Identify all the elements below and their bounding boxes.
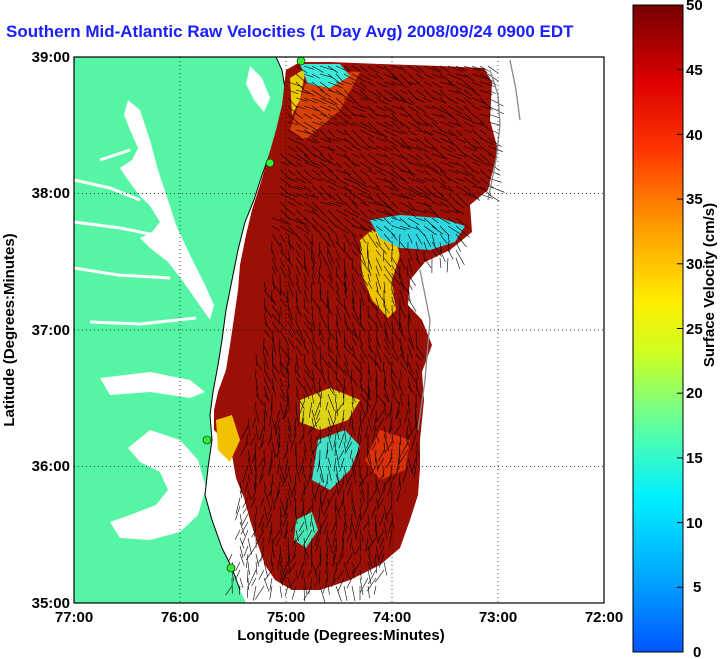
colorbar-label: Surface Velocity (cm/s) xyxy=(701,203,718,367)
delaware-bay xyxy=(246,66,270,112)
velocity-field-orange-2 xyxy=(365,430,410,480)
y-axis: 39:00 38:00 37:00 36:00 35:00 Latitude (… xyxy=(1,49,70,612)
station-marker[interactable] xyxy=(265,158,275,168)
y-tick-label: 37:00 xyxy=(32,322,70,339)
colorbar: 50 45 40 35 30 25 20 15 10 5 0 Surface V… xyxy=(632,0,718,659)
x-axis: 77:00 76:00 75:00 74:00 73:00 72:00 Long… xyxy=(55,609,623,644)
velocity-vectors xyxy=(225,65,505,603)
x-tick-label: 77:00 xyxy=(55,609,93,626)
pamlico-sound xyxy=(110,430,206,540)
colorbar-ticks xyxy=(677,4,683,653)
y-tick-label: 39:00 xyxy=(32,49,70,66)
chesapeake-bay xyxy=(120,100,214,320)
velocity-field-red xyxy=(214,62,498,590)
albemarle-sound xyxy=(100,372,205,398)
station-marker[interactable] xyxy=(202,435,212,445)
colorbar-tick-label: 40 xyxy=(686,127,703,144)
station-marker[interactable] xyxy=(226,563,236,573)
colorbar-tick-label: 10 xyxy=(686,515,703,532)
velocity-field-yellow xyxy=(290,68,306,115)
x-axis-label: Longitude (Degrees:Minutes) xyxy=(237,627,445,644)
map-grid xyxy=(74,57,604,603)
velocity-field-cyan-east xyxy=(370,215,465,250)
station-marker[interactable] xyxy=(296,57,306,66)
x-tick-label: 76:00 xyxy=(161,609,199,626)
velocity-field-yellow-mid xyxy=(300,388,360,430)
y-tick-label: 38:00 xyxy=(32,185,70,202)
x-tick-label: 72:00 xyxy=(585,609,623,626)
map-plot-area xyxy=(73,56,605,604)
colorbar-tick-label: 5 xyxy=(693,579,701,596)
y-tick-label: 36:00 xyxy=(32,458,70,475)
colorbar-tick-label: 35 xyxy=(686,191,703,208)
river-inlets xyxy=(74,148,197,326)
bathymetry-contours xyxy=(417,59,521,431)
colorbar-tick-label: 45 xyxy=(686,62,703,79)
colorbar-tick-label: 15 xyxy=(686,450,703,467)
velocity-field-yellow-2 xyxy=(360,230,400,318)
colorbar-tick-label: 20 xyxy=(686,385,703,402)
velocity-field-cyan-north xyxy=(300,64,350,88)
vector-arrows xyxy=(225,65,505,603)
y-tick-label: 35:00 xyxy=(32,595,70,612)
velocity-field-orange xyxy=(290,70,360,140)
radar-stations xyxy=(202,57,306,573)
colorbar-tick-label: 0 xyxy=(693,644,701,659)
colorbar-tick-label: 25 xyxy=(686,321,703,338)
y-axis-label: Latitude (Degrees:Minutes) xyxy=(1,233,18,426)
colorbar-tick-label: 50 xyxy=(686,0,703,14)
x-tick-label: 75:00 xyxy=(267,609,305,626)
velocity-field-yellow-west xyxy=(216,415,240,462)
x-tick-label: 73:00 xyxy=(479,609,517,626)
colorbar-tick-label: 30 xyxy=(686,256,703,273)
map-title: Southern Mid-Atlantic Raw Velocities (1 … xyxy=(6,22,574,41)
plot-frame xyxy=(73,56,605,604)
colorbar-scale xyxy=(632,4,684,653)
x-tick-label: 74:00 xyxy=(373,609,411,626)
